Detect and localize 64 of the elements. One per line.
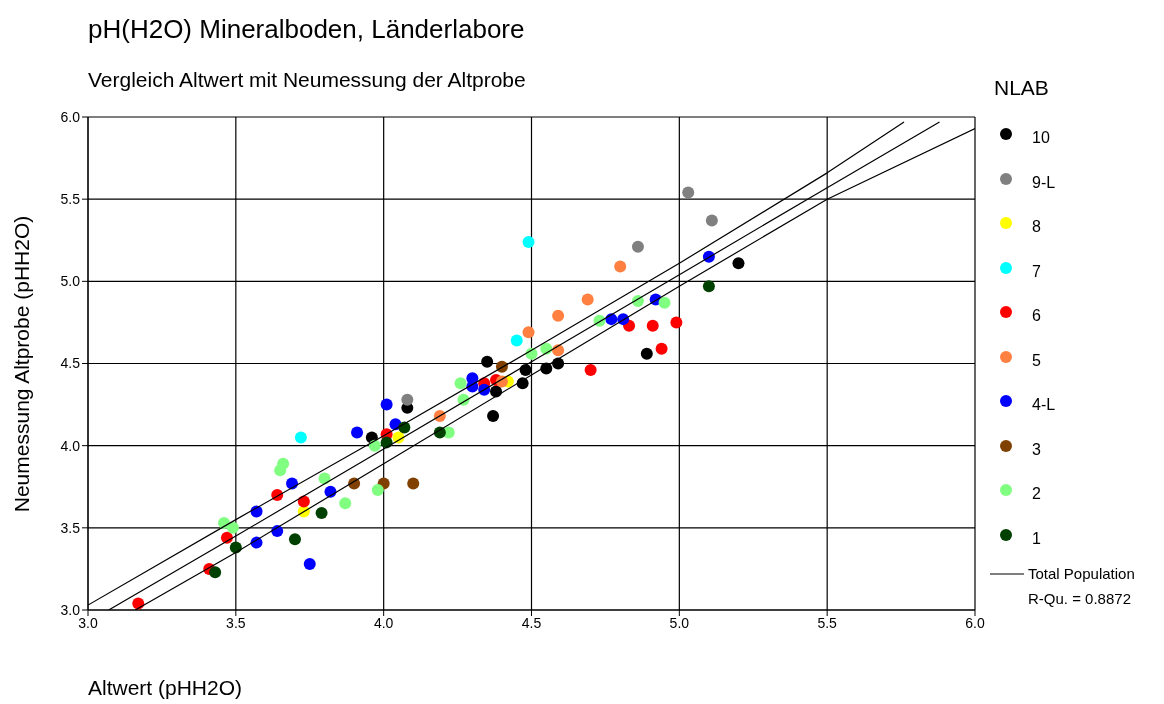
chart-subtitle: Vergleich Altwert mit Neumessung der Altprobe: [88, 68, 526, 92]
legend-label: 8: [1032, 218, 1041, 237]
point: [552, 309, 565, 322]
point: [407, 477, 420, 490]
y-tick-label: 5.0: [60, 273, 81, 290]
point: [209, 566, 222, 579]
point: [288, 533, 301, 546]
point: [339, 497, 352, 510]
y-axis-title: Neumessung Altprobe (pHH2O): [10, 215, 34, 513]
y-tick-label: 3.5: [60, 519, 81, 536]
x-axis-title: Altwert (pHH2O): [88, 676, 243, 700]
legend-label: 2: [1032, 485, 1041, 504]
legend-label: 4-L: [1032, 396, 1056, 415]
point: [226, 521, 239, 534]
point: [351, 426, 364, 439]
x-tick-label: 3.5: [226, 614, 246, 631]
point: [371, 484, 384, 497]
legend-label: 5: [1032, 351, 1041, 370]
point: [640, 347, 653, 360]
point: [294, 431, 307, 444]
point: [655, 342, 668, 355]
x-tick-label: 6.0: [965, 614, 985, 631]
y-tick-label: 6.0: [60, 108, 81, 125]
point: [380, 398, 393, 411]
x-tick-label: 5.5: [817, 614, 838, 631]
legend-label: 1: [1032, 529, 1041, 548]
point: [487, 410, 500, 423]
point: [658, 296, 671, 309]
legend-label: 9-L: [1032, 173, 1056, 192]
y-tick-label: 5.5: [60, 191, 81, 208]
y-tick-label: 4.0: [60, 437, 81, 454]
legend-label: 10: [1032, 129, 1050, 148]
legend-label: 7: [1032, 262, 1041, 281]
point: [481, 355, 494, 368]
point: [522, 326, 535, 339]
x-tick-label: 5.0: [669, 614, 690, 631]
point: [315, 507, 328, 520]
point: [705, 214, 718, 227]
point: [277, 457, 290, 470]
point: [581, 293, 594, 306]
legend-label: 3: [1032, 440, 1041, 459]
chart-title: pH(H2O) Mineralboden, Länderlabore: [88, 14, 525, 45]
point: [732, 257, 745, 270]
legend-title: NLAB: [994, 76, 1050, 100]
point: [670, 316, 683, 329]
point: [682, 186, 695, 199]
x-tick-label: 4.0: [373, 614, 394, 631]
y-tick-label: 3.0: [60, 601, 81, 618]
legend-label: 6: [1032, 307, 1041, 326]
point: [584, 364, 597, 377]
point: [614, 260, 627, 273]
point: [401, 393, 414, 406]
legend-label: Total Population: [1028, 565, 1135, 582]
point: [522, 235, 535, 248]
point: [454, 377, 467, 390]
point: [702, 280, 715, 293]
point: [646, 319, 659, 332]
y-tick-label: 4.5: [60, 355, 81, 372]
point: [303, 557, 316, 570]
point: [510, 334, 523, 347]
text: R-Qu. = 0.8872: [1028, 590, 1132, 607]
x-tick-label: 3.0: [78, 614, 98, 631]
point: [631, 240, 644, 253]
x-tick-label: 4.5: [521, 614, 542, 631]
